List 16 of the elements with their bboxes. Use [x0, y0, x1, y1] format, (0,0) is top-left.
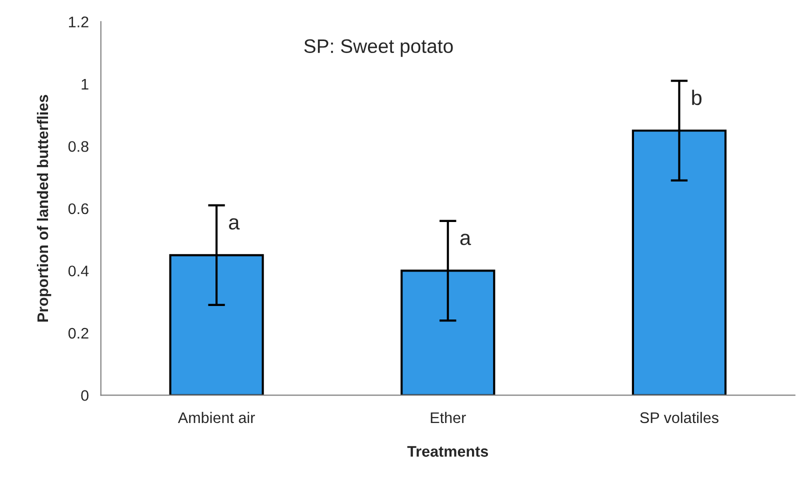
x-tick-label: Ether: [430, 412, 466, 424]
x-tick-label: SP volatiles: [640, 412, 718, 424]
y-tick-label: 1: [82, 78, 88, 90]
annotation: a: [228, 218, 240, 230]
y-tick-label: 0.4: [68, 266, 89, 276]
y-tick-label: 0.8: [68, 141, 88, 152]
y-tick-label: 0.2: [68, 328, 88, 339]
x-tick-label: Ambient air: [178, 412, 255, 424]
y-tick-label: 0.6: [68, 203, 88, 214]
annotation: b: [692, 90, 702, 106]
text: SP: Sweet potato: [304, 39, 453, 57]
y-tick-label: 0: [81, 390, 88, 401]
x-axis-title: Treatments: [407, 446, 488, 457]
annotation: a: [460, 234, 472, 246]
y-axis-title: Proportion of landed butterflies: [36, 94, 52, 322]
y-tick-label: 1.2: [69, 16, 88, 28]
